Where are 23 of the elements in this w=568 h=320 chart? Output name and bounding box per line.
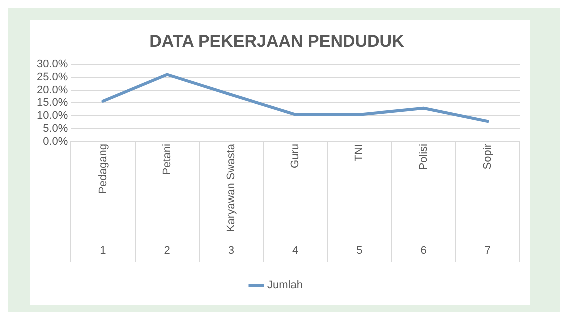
y-tick-label: 20.0% (36, 84, 68, 96)
chart-title: DATA PEKERJAAN PENDUDUK (150, 32, 406, 51)
y-tick-label: 5.0% (43, 123, 68, 136)
y-tick-label: 0.0% (43, 136, 68, 148)
legend-label: Jumlah (268, 280, 303, 292)
y-tick-label: 25.0% (36, 71, 68, 84)
x-tick-label: Karyawan Swasta (226, 143, 238, 232)
x-tick-label: Pedagang (97, 144, 110, 194)
y-tick-label: 30.0% (36, 58, 68, 70)
x-tick-label: Sopir (482, 144, 494, 170)
x-tick-label: Guru (290, 144, 302, 168)
text: 4 (292, 245, 299, 258)
y-tick-label: 10.0% (36, 110, 68, 122)
text: 5 (356, 245, 363, 258)
text: 7 (484, 245, 492, 258)
text: 3 (228, 245, 235, 258)
y-tick-label: 15.0% (36, 97, 68, 110)
text: 1 (100, 245, 106, 258)
x-tick-label: Petani (161, 144, 174, 176)
x-tick-label: Polisi (418, 144, 430, 170)
x-tick-label: TNI (354, 144, 366, 162)
text: 6 (420, 245, 427, 258)
text: 2 (164, 245, 170, 258)
